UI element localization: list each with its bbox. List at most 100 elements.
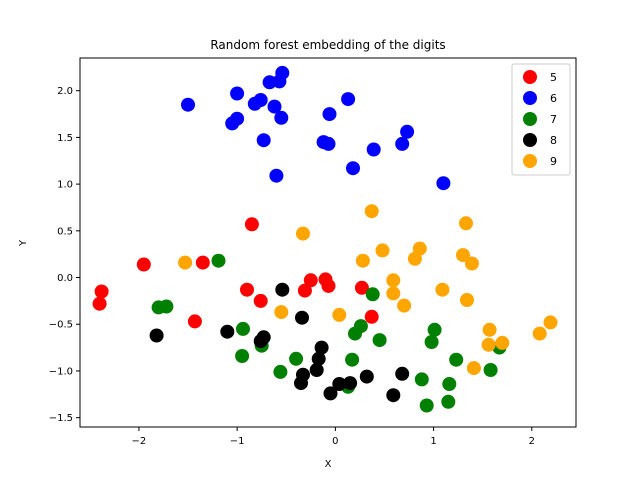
scatter-point-series-6 (395, 136, 410, 151)
scatter-point-series-8 (309, 363, 324, 377)
scatter-point-series-6 (400, 124, 415, 139)
legend-box (511, 63, 571, 176)
scatter-point-series-5 (92, 296, 107, 311)
y-tick-label: 2.0 (57, 86, 73, 97)
scatter-point-series-8 (323, 386, 338, 401)
scatter-point-series-5 (187, 314, 202, 329)
scatter-point-series-7 (427, 322, 442, 337)
scatter-point-series-9 (178, 255, 193, 270)
legend-marker-8 (523, 133, 537, 147)
scatter-point-series-9 (274, 305, 289, 320)
scatter-point-series-6 (274, 110, 289, 125)
x-tick-label: −2 (132, 436, 147, 447)
legend-marker-7 (523, 112, 537, 126)
scatter-point-series-8 (295, 310, 309, 325)
scatter-point-series-7 (419, 398, 434, 413)
scatter-point-series-8 (386, 388, 401, 403)
scatter-point-series-8 (359, 369, 374, 384)
scatter-point-series-5 (364, 309, 379, 324)
scatter-point-series-9 (397, 298, 412, 313)
scatter-point-series-8 (256, 330, 271, 345)
y-tick-label: 0.0 (57, 273, 73, 284)
scatter-point-series-9 (355, 253, 370, 268)
scatter-point-series-6 (322, 107, 337, 122)
scatter-point-series-9 (296, 226, 310, 241)
x-tick-label: −1 (230, 436, 245, 447)
scatter-point-series-5 (244, 217, 259, 232)
scatter-point-series-6 (341, 92, 356, 107)
scatter-point-series-8 (395, 366, 410, 381)
axes-frame (79, 57, 577, 428)
scatter-point-series-5 (94, 284, 109, 299)
plot-area (92, 65, 558, 413)
scatter-point-series-9 (456, 248, 470, 263)
scatter-point-series-9 (460, 293, 474, 307)
scatter-point-series-7 (345, 352, 360, 367)
y-tick-label: 1.0 (57, 180, 73, 191)
scatter-point-series-7 (483, 363, 498, 377)
scatter-point-series-8 (343, 376, 358, 391)
y-tick-label: 1.5 (57, 133, 73, 144)
x-tick-label: 0 (332, 436, 338, 447)
y-tick-label: −1.0 (49, 366, 73, 377)
legend-marker-9 (523, 154, 537, 168)
scatter-point-series-7 (273, 364, 288, 379)
scatter-point-series-9 (412, 241, 427, 256)
scatter-point-series-7 (441, 394, 456, 409)
axes: −2 −1 0 1 2 −1.5 −1.0 −0.5 0.0 0.5 1.0 1.5 2.0 (49, 57, 577, 447)
x-tick-label: 1 (430, 436, 436, 447)
scatter-point-series-9 (364, 204, 379, 219)
scatter-point-series-5 (354, 280, 369, 295)
scatter-point-series-6 (321, 136, 336, 151)
scatter-point-series-9 (386, 273, 401, 288)
legend-label-6: 6 (550, 92, 557, 105)
scatter-point-series-6 (225, 116, 240, 131)
y-tick-label: −1.5 (49, 413, 73, 424)
y-tick-label: −0.5 (49, 320, 73, 331)
scatter-point-series-6 (256, 133, 271, 148)
scatter-point-series-9 (466, 361, 481, 376)
scatter-point-series-8 (220, 324, 235, 339)
scatter-point-series-5 (240, 282, 254, 297)
x-axis-label: X (325, 459, 332, 470)
scatter-point-series-9 (435, 282, 450, 297)
scatter-point-series-9 (495, 335, 510, 350)
scatter-point-series-8 (149, 328, 164, 343)
scatter-point-series-6 (253, 93, 268, 107)
x-tick-label: 2 (529, 436, 535, 447)
scatter-point-series-7 (236, 321, 250, 336)
scatter-point-series-5 (136, 257, 151, 272)
scatter-point-series-5 (195, 255, 210, 270)
scatter-point-series-8 (332, 377, 347, 391)
scatter-point-series-7 (235, 349, 250, 363)
scatter-point-series-6 (267, 99, 282, 114)
scatter-point-series-7 (353, 319, 368, 334)
scatter-point-series-5 (321, 278, 336, 293)
y-axis-label: Y (18, 239, 29, 247)
scatter-point-series-9 (375, 243, 390, 258)
scatter-point-series-7 (365, 287, 380, 302)
scatter-point-series-8 (296, 367, 310, 382)
y-tick-label: 0.5 (57, 226, 73, 237)
scatter-point-series-9 (332, 307, 347, 322)
scatter-point-series-9 (386, 286, 401, 301)
scatter-point-series-9 (481, 337, 496, 352)
scatter-point-series-6 (230, 86, 245, 101)
scatter-point-series-8 (314, 340, 329, 355)
scatter-point-series-7 (211, 253, 226, 268)
legend-marker-5 (523, 70, 537, 84)
legend-marker-6 (523, 91, 537, 105)
scatter-point-series-9 (459, 216, 473, 231)
scatter-point-series-6 (436, 176, 451, 191)
chart-title: Random forest embedding of the digits (210, 38, 445, 52)
scatter-point-series-6 (346, 161, 360, 176)
legend-label-7: 7 (550, 113, 557, 126)
scatter-point-series-7 (159, 299, 174, 314)
scatter-point-series-6 (269, 168, 284, 183)
scatter-point-series-6 (272, 74, 287, 89)
scatter-point-series-9 (464, 256, 479, 271)
scatter-point-series-7 (414, 372, 429, 387)
scatter-point-series-6 (366, 142, 381, 157)
scatter-point-series-5 (297, 283, 312, 298)
scatter-point-series-7 (372, 333, 387, 348)
